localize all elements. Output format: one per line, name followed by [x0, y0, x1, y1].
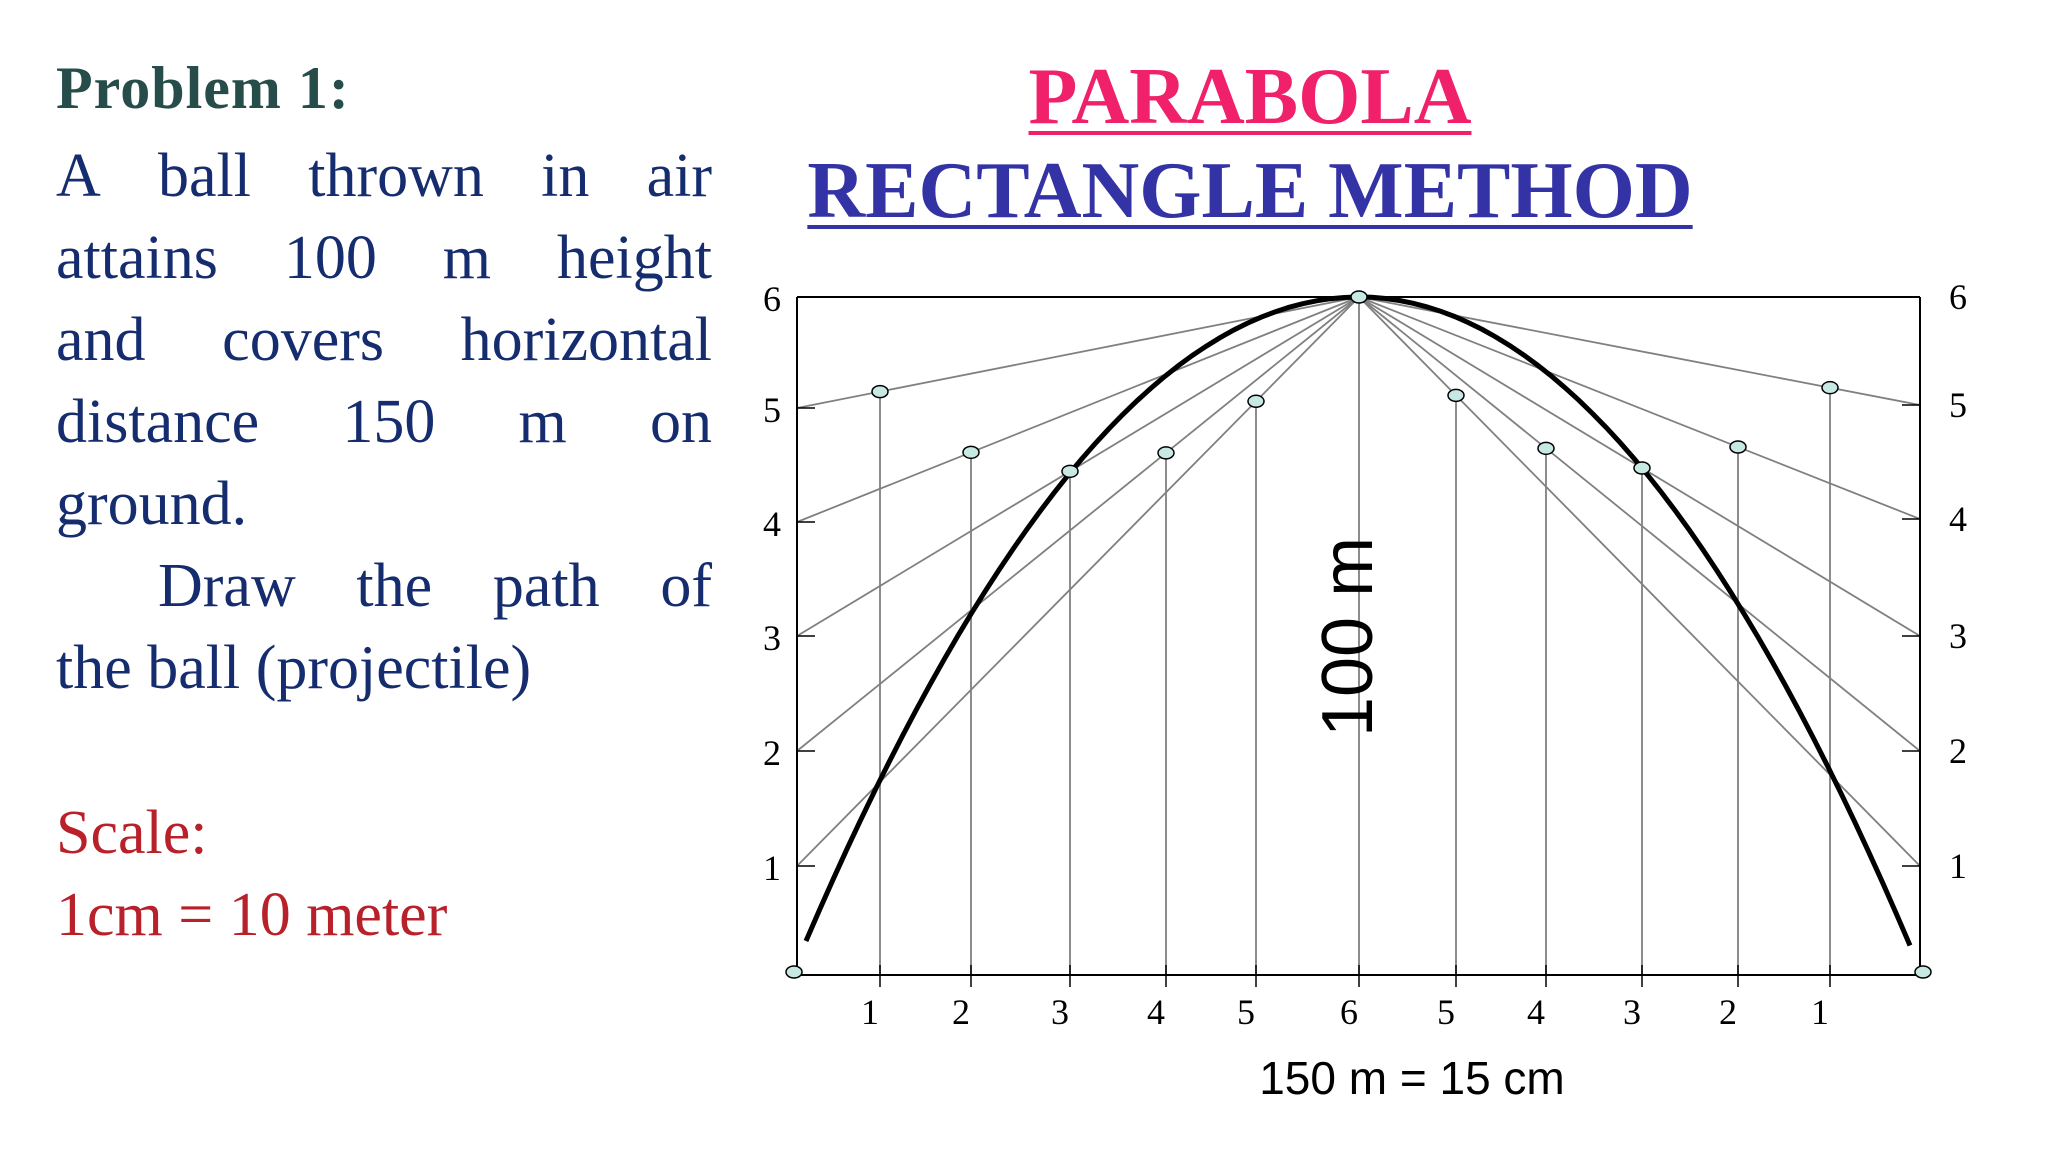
construction-point [1350, 290, 1368, 304]
problem-line-3: and covers horizontal [56, 299, 712, 381]
scale-block: Scale: 1cm = 10 meter [56, 792, 447, 956]
bottom-axis-label: 6 [1340, 992, 1358, 1032]
right-axis-label: 2 [1949, 731, 1967, 771]
construction-point [1247, 394, 1265, 409]
tick-labels: 6 6 5 5 4 4 3 3 2 2 1 1 1 2 3 4 5 6 5 4 3 2 1 100 m 150 m = 15 c… [763, 277, 1967, 1104]
title-parabola: PARABOLA [810, 52, 1690, 143]
problem-line-2: attains 100 m height [56, 217, 712, 299]
word: the [356, 552, 433, 620]
title-line-2: RECTANGLE METHOD [807, 147, 1693, 235]
radial-line [1358, 296, 1921, 752]
rectangle-frame [796, 296, 1921, 987]
bottom-axis-label: 5 [1437, 992, 1455, 1032]
word: height [556, 224, 712, 292]
construction-point [1633, 461, 1651, 475]
radial-line [796, 296, 1360, 867]
construction-point [871, 384, 889, 399]
construction-point [1061, 464, 1079, 479]
word: on [649, 388, 712, 456]
bottom-axis-label: 4 [1527, 992, 1545, 1032]
left-axis-label: 3 [763, 618, 781, 658]
construction-point [785, 965, 803, 979]
problem-line-4: distance 150 m on [56, 381, 712, 463]
construction-point [1447, 388, 1465, 403]
left-axis-label: 1 [763, 848, 781, 888]
problem-line-5: ground. [56, 470, 248, 538]
right-axis-label: 3 [1949, 616, 1967, 656]
construction-point [962, 445, 980, 460]
word: thrown [308, 142, 484, 210]
bottom-axis-label: 5 [1237, 992, 1255, 1032]
construction-point [1157, 446, 1175, 460]
scale-value: 1cm = 10 meter [56, 881, 448, 949]
bottom-axis-label: 1 [1811, 992, 1829, 1032]
right-axis-label: 1 [1949, 846, 1967, 886]
word: 150 [342, 388, 436, 456]
word: m [442, 224, 492, 292]
construction-point [1821, 380, 1839, 395]
scale-label: Scale: [56, 799, 208, 867]
width-label: 150 m = 15 cm [1259, 1052, 1565, 1104]
construction-point [1914, 965, 1932, 979]
bottom-axis-label: 3 [1623, 992, 1641, 1032]
word: distance [56, 388, 260, 456]
word: air [646, 142, 712, 210]
word: path [492, 552, 600, 620]
bottom-axis-label: 2 [1719, 992, 1737, 1032]
construction-point [1537, 441, 1555, 456]
word: A [56, 142, 101, 210]
word: covers [222, 306, 384, 374]
parabola-points [785, 290, 1932, 979]
word: horizontal [460, 306, 712, 374]
bottom-axis-label: 1 [861, 992, 879, 1032]
word: Draw [158, 552, 296, 620]
word: m [518, 388, 567, 456]
radial-line [796, 296, 1360, 752]
right-axis-label: 6 [1949, 277, 1967, 317]
title-line-1: PARABOLA [1028, 53, 1472, 141]
radial-line [1358, 296, 1921, 520]
problem-heading: Problem 1: [56, 55, 350, 121]
radial-line [796, 296, 1360, 523]
height-label: 100 m [1308, 537, 1388, 737]
right-axis-label: 5 [1949, 385, 1967, 425]
bottom-axis-label: 3 [1051, 992, 1069, 1032]
word: in [541, 142, 590, 210]
word: of [660, 552, 712, 620]
problem-line-1: A ball thrown in air [56, 135, 712, 217]
left-axis-label: 4 [763, 504, 781, 544]
title-rectangle-method: RECTANGLE METHOD [790, 146, 1710, 237]
problem-line-7: the ball (projectile) [56, 634, 532, 702]
problem-statement: A ball thrown in air attains 100 m heigh… [56, 135, 712, 709]
right-axis-label: 4 [1949, 499, 1967, 539]
left-axis-label: 5 [763, 390, 781, 430]
bottom-axis-label: 2 [952, 992, 970, 1032]
word: 100 [283, 224, 377, 292]
bottom-axis-label: 4 [1147, 992, 1165, 1032]
problem-line-6: Draw the path of [56, 545, 712, 627]
word: and [56, 306, 146, 374]
construction-point [1729, 440, 1747, 454]
left-axis-label: 2 [763, 733, 781, 773]
left-axis-label: 6 [763, 279, 781, 319]
word: attains [56, 224, 218, 292]
word: ball [158, 142, 251, 210]
